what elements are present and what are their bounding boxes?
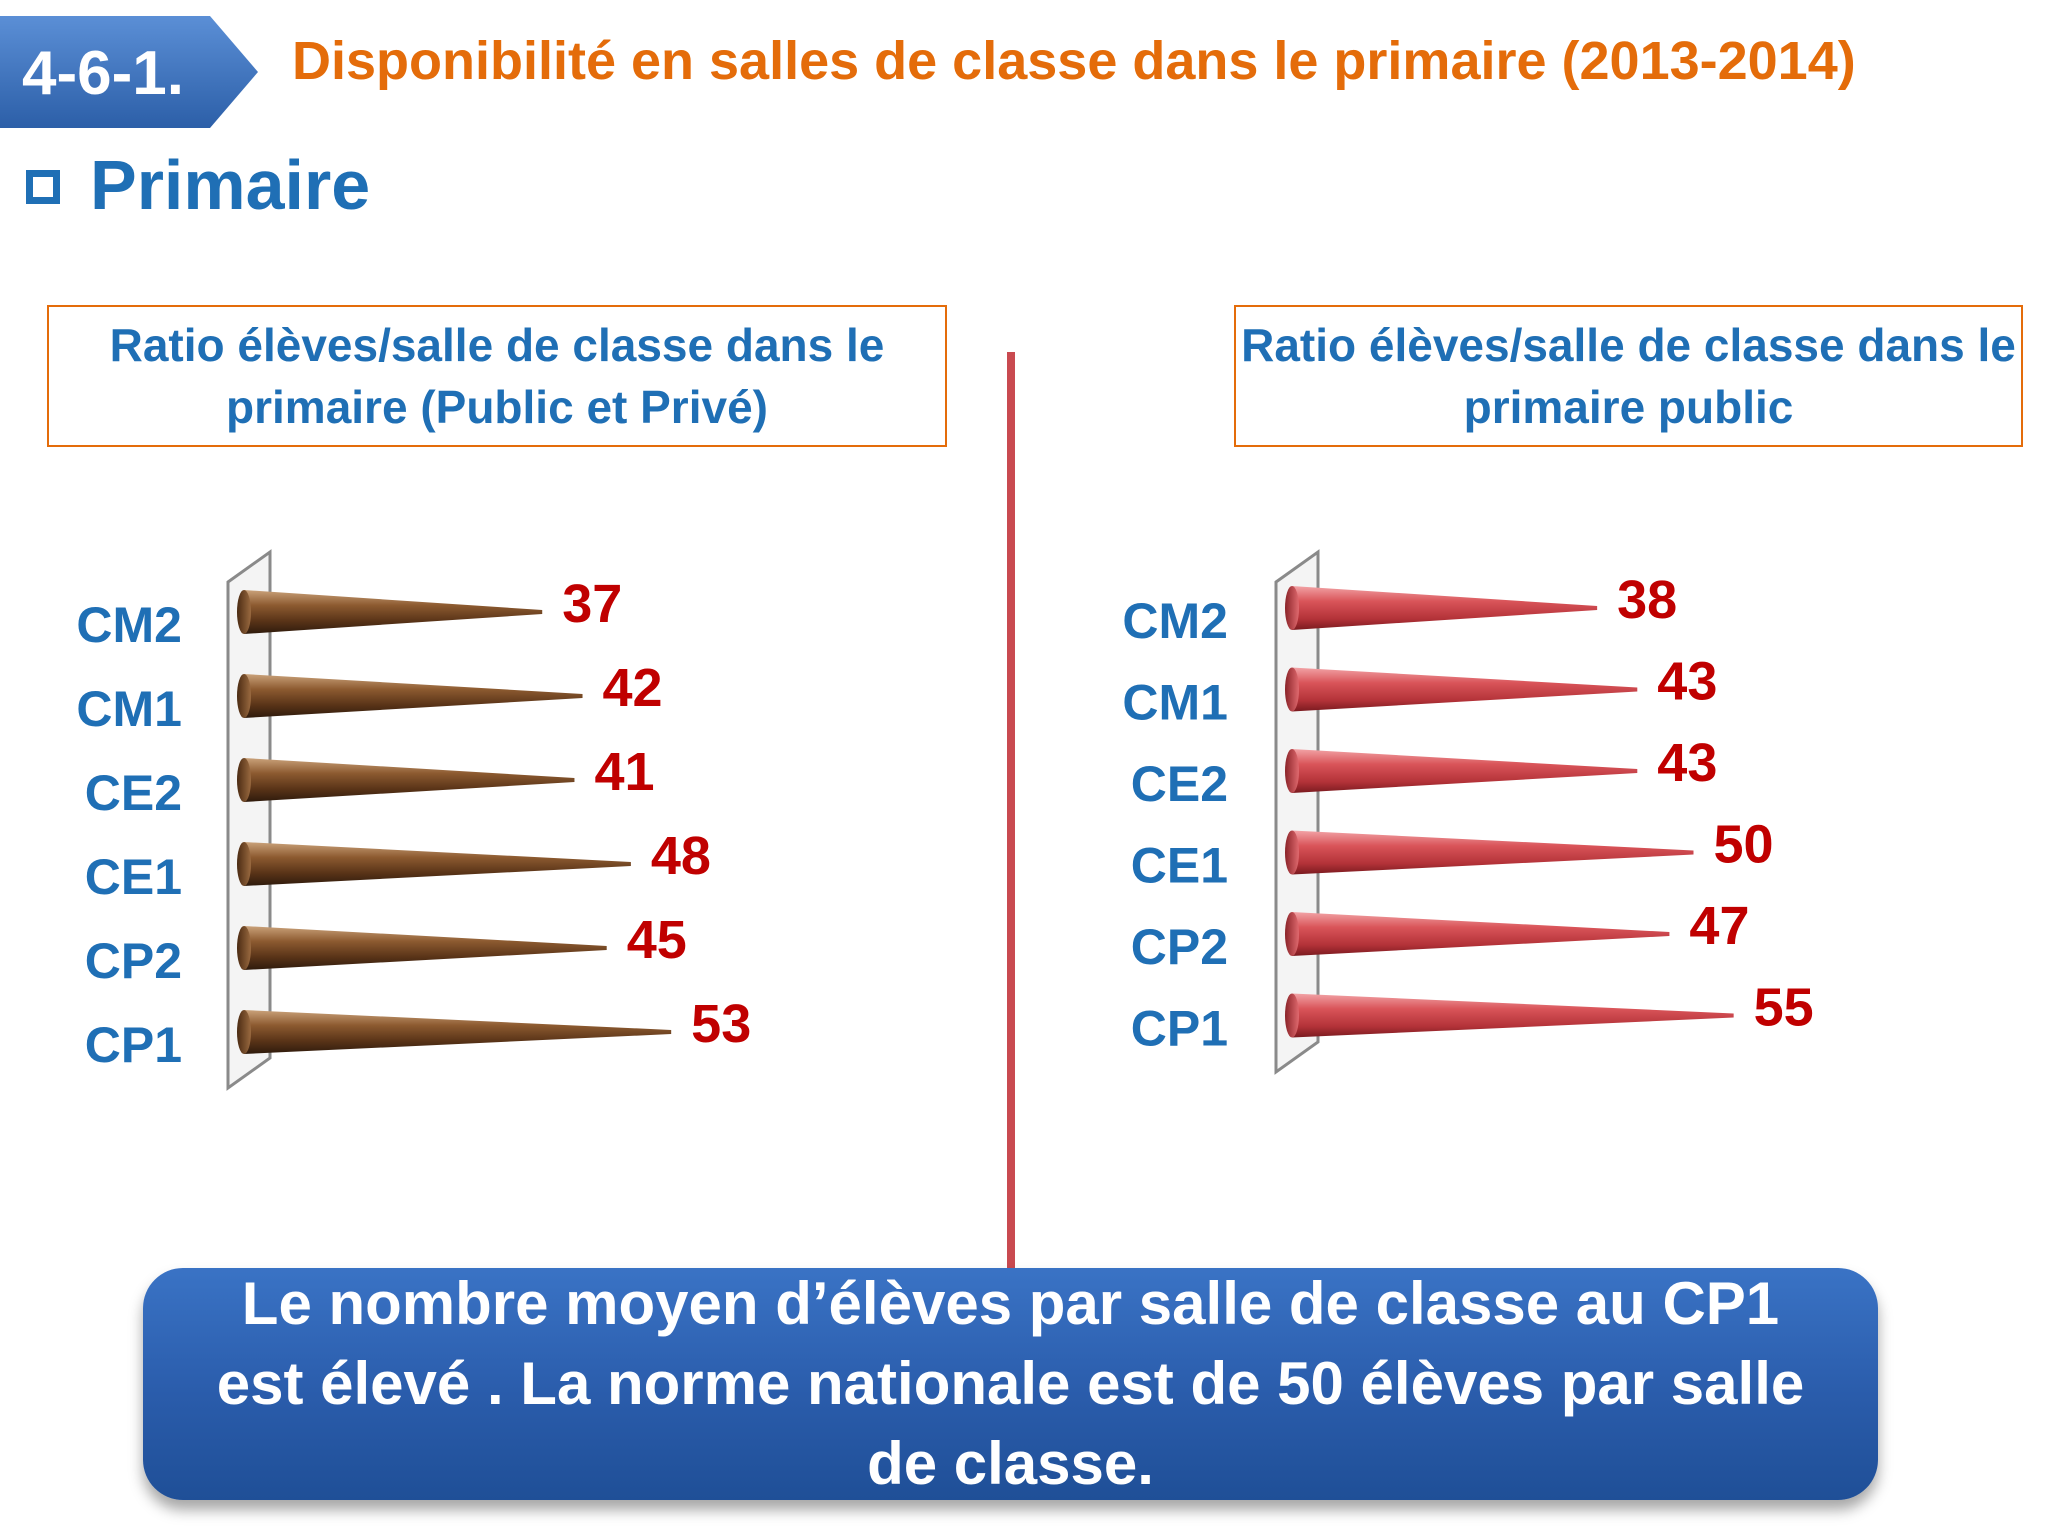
- bar-cap-right-cp1: [1285, 993, 1299, 1038]
- tick-label-left-cp1: CP1: [85, 1017, 182, 1073]
- tick-label-left-cp2: CP2: [85, 933, 182, 989]
- value-label-left-ce2: 41: [594, 742, 654, 802]
- value-label-left-cm2: 37: [562, 574, 622, 634]
- bar-cap-left-ce1: [237, 842, 251, 886]
- tick-label-left-ce2: CE2: [85, 765, 182, 821]
- value-label-left-cp2: 45: [627, 910, 687, 970]
- section-number: 4-6-1.: [22, 39, 184, 108]
- value-label-left-ce1: 48: [651, 826, 711, 886]
- tick-label-left-ce1: CE1: [85, 849, 182, 905]
- tick-label-right-cm1: CM1: [1122, 675, 1228, 731]
- chart-title-left: Ratio élèves/salle de classe dans le pri…: [47, 305, 947, 447]
- slide-title: Disponibilité en salles de classe dans l…: [292, 31, 1856, 91]
- tick-label-right-cp2: CP2: [1131, 919, 1228, 975]
- bar-cap-left-cm2: [237, 590, 251, 634]
- value-label-left-cp1: 53: [691, 994, 751, 1054]
- tick-label-right-ce2: CE2: [1131, 756, 1228, 812]
- value-label-left-cm1: 42: [603, 658, 663, 718]
- bar-left-ce1: [244, 842, 631, 886]
- bar-right-ce1: [1292, 830, 1694, 875]
- bar-right-cp2: [1292, 912, 1670, 956]
- value-label-right-ce1: 50: [1714, 815, 1774, 875]
- checkbox-bullet-icon: [26, 170, 60, 204]
- tick-label-right-cm2: CM2: [1122, 593, 1228, 649]
- bar-left-cp2: [244, 926, 607, 970]
- vertical-divider: [1007, 352, 1015, 1278]
- bar-cap-left-ce2: [237, 758, 251, 802]
- value-label-right-cm1: 43: [1657, 652, 1717, 712]
- tick-label-left-cm2: CM2: [76, 597, 182, 653]
- section-number-badge: 4-6-1.: [0, 14, 262, 132]
- bar-cap-right-cm2: [1285, 586, 1299, 630]
- bar-cap-left-cp1: [237, 1010, 251, 1054]
- bar-cap-right-ce1: [1285, 830, 1299, 875]
- callout-box: Le nombre moyen d’élèves par salle de cl…: [143, 1268, 1878, 1500]
- bar-left-cp1: [244, 1010, 672, 1054]
- bar-cap-left-cm1: [237, 674, 251, 718]
- bar-cap-right-cp2: [1285, 912, 1299, 956]
- value-label-right-cp2: 47: [1689, 896, 1749, 956]
- bar-cap-right-cm1: [1285, 667, 1299, 712]
- section-heading: Primaire: [26, 140, 370, 230]
- bar-cap-left-cp2: [237, 926, 251, 970]
- value-label-right-cm2: 38: [1617, 570, 1677, 630]
- bar-right-cp1: [1292, 993, 1734, 1038]
- bar-right-cm2: [1292, 586, 1598, 630]
- section-label: Primaire: [90, 146, 371, 224]
- chart-title-right: Ratio élèves/salle de classe dans le pri…: [1234, 305, 2023, 447]
- bar-right-cm1: [1292, 667, 1638, 712]
- bar-left-cm2: [244, 590, 543, 634]
- badge-arrow-shape: [0, 16, 258, 128]
- tick-label-right-cp1: CP1: [1131, 1001, 1228, 1057]
- value-label-right-cp1: 55: [1754, 978, 1814, 1038]
- callout-text: Le nombre moyen d’élèves par salle de cl…: [216, 1270, 1805, 1497]
- bar-left-cm1: [244, 674, 583, 718]
- tick-label-left-cm1: CM1: [76, 681, 182, 737]
- bar-right-ce2: [1292, 749, 1638, 793]
- value-label-right-ce2: 43: [1657, 733, 1717, 793]
- bar-cap-right-ce2: [1285, 749, 1299, 793]
- tick-label-right-ce1: CE1: [1131, 838, 1228, 894]
- bar-left-ce2: [244, 758, 575, 802]
